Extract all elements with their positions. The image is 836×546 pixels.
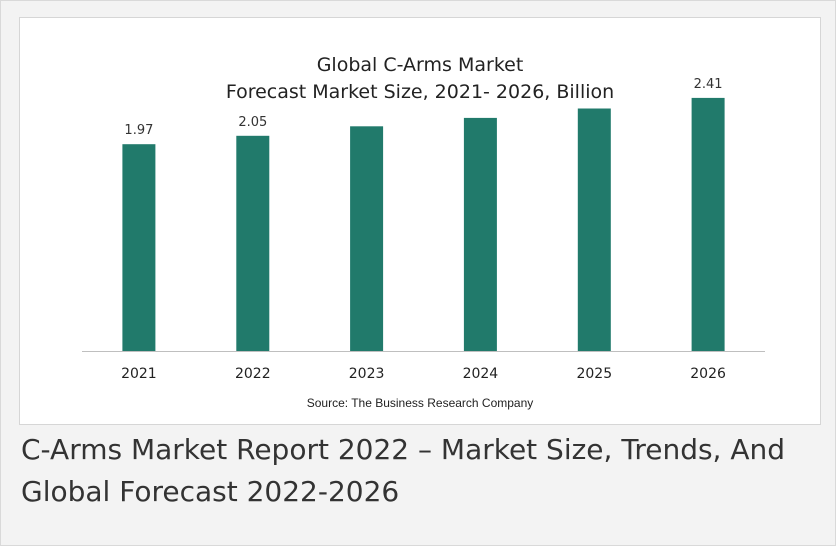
x-tick-label-2021: 2021: [121, 366, 157, 382]
chart-title-line1: Global C-Arms Market: [316, 54, 524, 76]
data-label-2021: 1.97: [124, 123, 153, 138]
bar-2025: [577, 108, 611, 351]
x-tick-label-2024: 2024: [463, 366, 499, 382]
x-tick-label-2026: 2026: [690, 366, 726, 382]
bar-2024: [463, 117, 497, 352]
chart-source: Source: The Business Research Company: [306, 396, 534, 410]
bar-2022: [236, 135, 270, 351]
chart-title-line2: Forecast Market Size, 2021- 2026, Billio…: [225, 81, 615, 103]
bar-chart: 2021 1.97 2022 2.05 2023 2024 2025 2026 2.41: [82, 77, 765, 382]
x-tick-label-2022: 2022: [235, 366, 271, 382]
data-label-2022: 2.05: [238, 115, 267, 130]
chart-container: Global C-Arms Market Forecast Market Siz…: [19, 17, 821, 425]
data-label-2026: 2.41: [694, 77, 723, 92]
chart-title: Global C-Arms Market Forecast Market Siz…: [20, 52, 820, 106]
bar-2026: [691, 97, 725, 352]
page-caption: C-Arms Market Report 2022 – Market Size,…: [21, 433, 786, 508]
x-tick-label-2025: 2025: [576, 366, 612, 382]
bar-2023: [350, 126, 384, 351]
x-tick-label-2023: 2023: [349, 366, 385, 382]
bar-2021: [122, 144, 156, 351]
